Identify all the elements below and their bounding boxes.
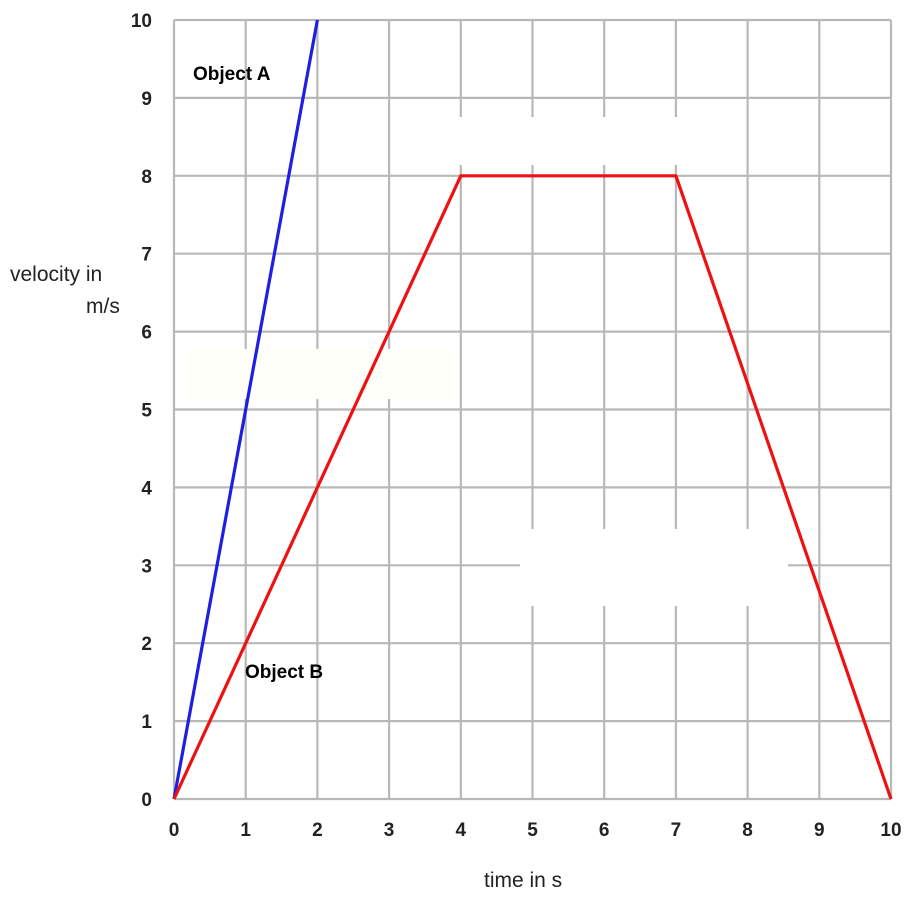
series-label-object-a: Object A <box>193 64 271 85</box>
y-tick-label: 7 <box>141 245 152 266</box>
y-tick-label: 4 <box>141 478 152 499</box>
y-tick-label: 8 <box>141 167 152 188</box>
x-tick-label: 1 <box>240 820 251 841</box>
series-line-object-b <box>172 174 893 800</box>
y-tick-label: 3 <box>141 556 152 577</box>
x-tick-label: 9 <box>814 820 825 841</box>
y-tick-label: 6 <box>141 323 152 344</box>
x-axis-ticks: 0 1 2 3 4 5 6 7 8 9 10 <box>169 820 902 841</box>
y-axis-title-line-2: m/s <box>86 295 120 318</box>
series-label-object-b: Object B <box>245 662 323 683</box>
whiteout-box <box>182 349 457 399</box>
x-axis-title: time in s <box>484 869 562 892</box>
x-tick-label: 0 <box>169 820 180 841</box>
y-tick-label: 2 <box>141 634 152 655</box>
y-tick-label: 10 <box>131 11 152 32</box>
x-tick-label: 2 <box>312 820 323 841</box>
x-tick-label: 3 <box>384 820 395 841</box>
y-tick-label: 1 <box>141 712 152 733</box>
x-tick-label: 7 <box>671 820 682 841</box>
series-lines <box>172 19 893 800</box>
y-axis-title-line-1: velocity in <box>10 263 102 286</box>
y-axis-ticks: 0 1 2 3 4 5 6 7 8 9 10 <box>131 11 153 811</box>
x-tick-label: 5 <box>527 820 538 841</box>
y-tick-label: 5 <box>141 401 152 422</box>
redaction-boxes <box>182 117 788 606</box>
x-tick-label: 8 <box>742 820 753 841</box>
y-tick-label: 9 <box>141 89 152 110</box>
series-line-object-a <box>172 19 319 800</box>
x-tick-label: 4 <box>456 820 467 841</box>
whiteout-box <box>520 529 788 606</box>
y-tick-label: 0 <box>141 790 152 811</box>
x-tick-label: 10 <box>880 820 901 841</box>
whiteout-box <box>452 117 685 165</box>
x-tick-label: 6 <box>599 820 610 841</box>
